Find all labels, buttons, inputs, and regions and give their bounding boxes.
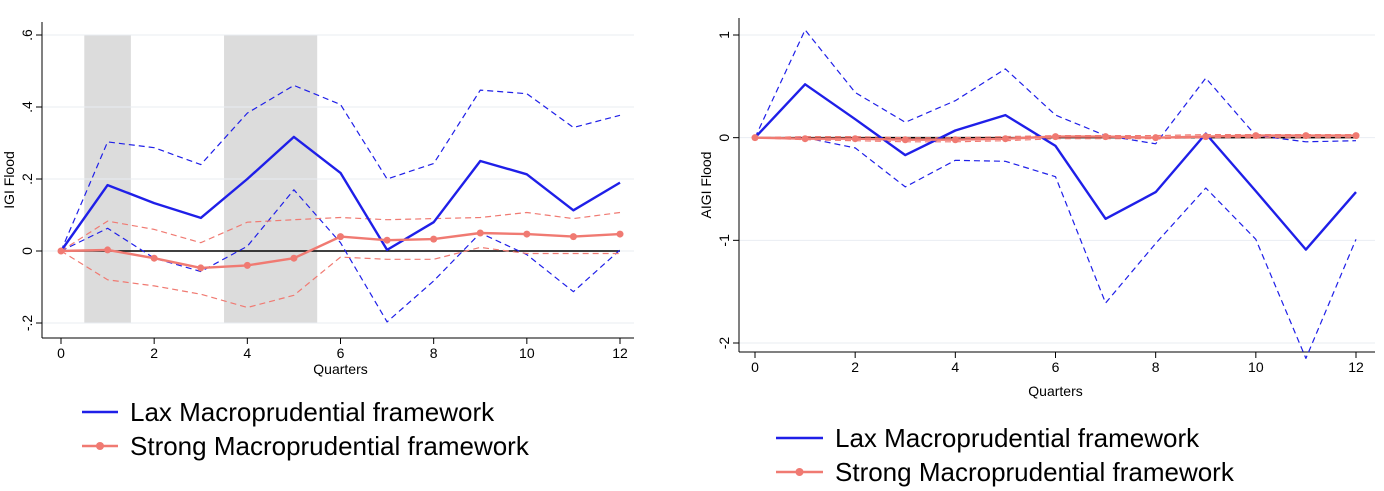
x-tick-label: 0 [57,345,65,361]
series-point-strong [383,236,391,244]
series-point-strong [104,246,112,254]
y-tick-label: 1 [716,31,732,39]
x-tick-label: 0 [751,359,759,375]
x-tick-label: 4 [951,359,959,375]
confidence-band-line [60,246,620,309]
y-tick-label: .4 [19,101,35,113]
series-point-strong [290,254,298,262]
y-tick-label: -.2 [19,315,35,332]
x-tick-label: 12 [1348,359,1364,375]
series-point-strong [1352,132,1360,140]
x-axis-title: Quarters [313,361,367,377]
legend-label: Strong Macroprudential framework [835,457,1235,487]
series-point-strong [197,264,205,272]
series-point-strong [1102,133,1110,141]
series-point-strong [569,233,577,241]
series-point-strong [243,261,251,269]
x-tick-label: 6 [337,345,345,361]
series-point-strong [801,135,809,143]
series-line-lax [60,135,621,252]
series-point-strong [57,247,65,255]
x-tick-label: 8 [430,345,438,361]
series-point-strong [1152,134,1160,142]
y-axis-title: AIGI Flood [698,152,714,219]
legend-marker [795,468,804,476]
x-tick-label: 8 [1152,359,1160,375]
y-tick-label: .6 [19,29,35,41]
legend-label: Strong Macroprudential framework [130,431,530,461]
legend-label: Lax Macroprudential framework [130,397,495,427]
confidence-band-line [755,137,1357,359]
chart-igi-flood: -.2 0 .2 .4 .6 0 2 4 6 8 10 12 Quarters IGI Flood Lax … [1,22,634,461]
plot-area [739,18,1375,352]
x-tick-label: 4 [243,345,251,361]
x-tick-label: 2 [150,345,158,361]
series-point-strong [1202,133,1210,141]
y-tick-label: 0 [19,247,35,255]
series-point-strong [901,136,909,144]
y-axis-title: IGI Flood [1,151,17,209]
y-tick-label: 0 [716,134,732,142]
series-point-strong [1252,132,1260,140]
confidence-band-line [60,211,621,252]
series-point-strong [751,134,759,142]
x-axis-title: Quarters [1028,383,1082,399]
x-tick-label: 12 [612,345,628,361]
series-point-strong [430,235,438,243]
x-tick-label: 10 [1248,359,1264,375]
confidence-band-line [60,189,621,323]
series-point-strong [616,230,624,238]
x-tick-label: 10 [519,345,535,361]
series-point-strong [951,136,959,144]
series-point-strong [337,233,344,241]
series-point-strong [1001,135,1009,143]
y-tick-label: .2 [19,173,35,185]
series-point-strong [1052,133,1059,141]
legend-marker [96,442,104,450]
y-tick-label: -2 [716,337,732,350]
x-tick-label: 6 [1052,359,1060,375]
legend-label: Lax Macroprudential framework [835,423,1200,453]
x-tick-label: 2 [851,359,859,375]
series-point-strong [1302,132,1310,140]
series-point-strong [523,230,531,238]
series-point-strong [476,229,484,237]
series-point-strong [150,254,158,262]
series-line-lax [754,83,1357,251]
confidence-band-line [60,84,621,252]
y-tick-label: -1 [716,234,732,247]
series-point-strong [851,135,859,143]
